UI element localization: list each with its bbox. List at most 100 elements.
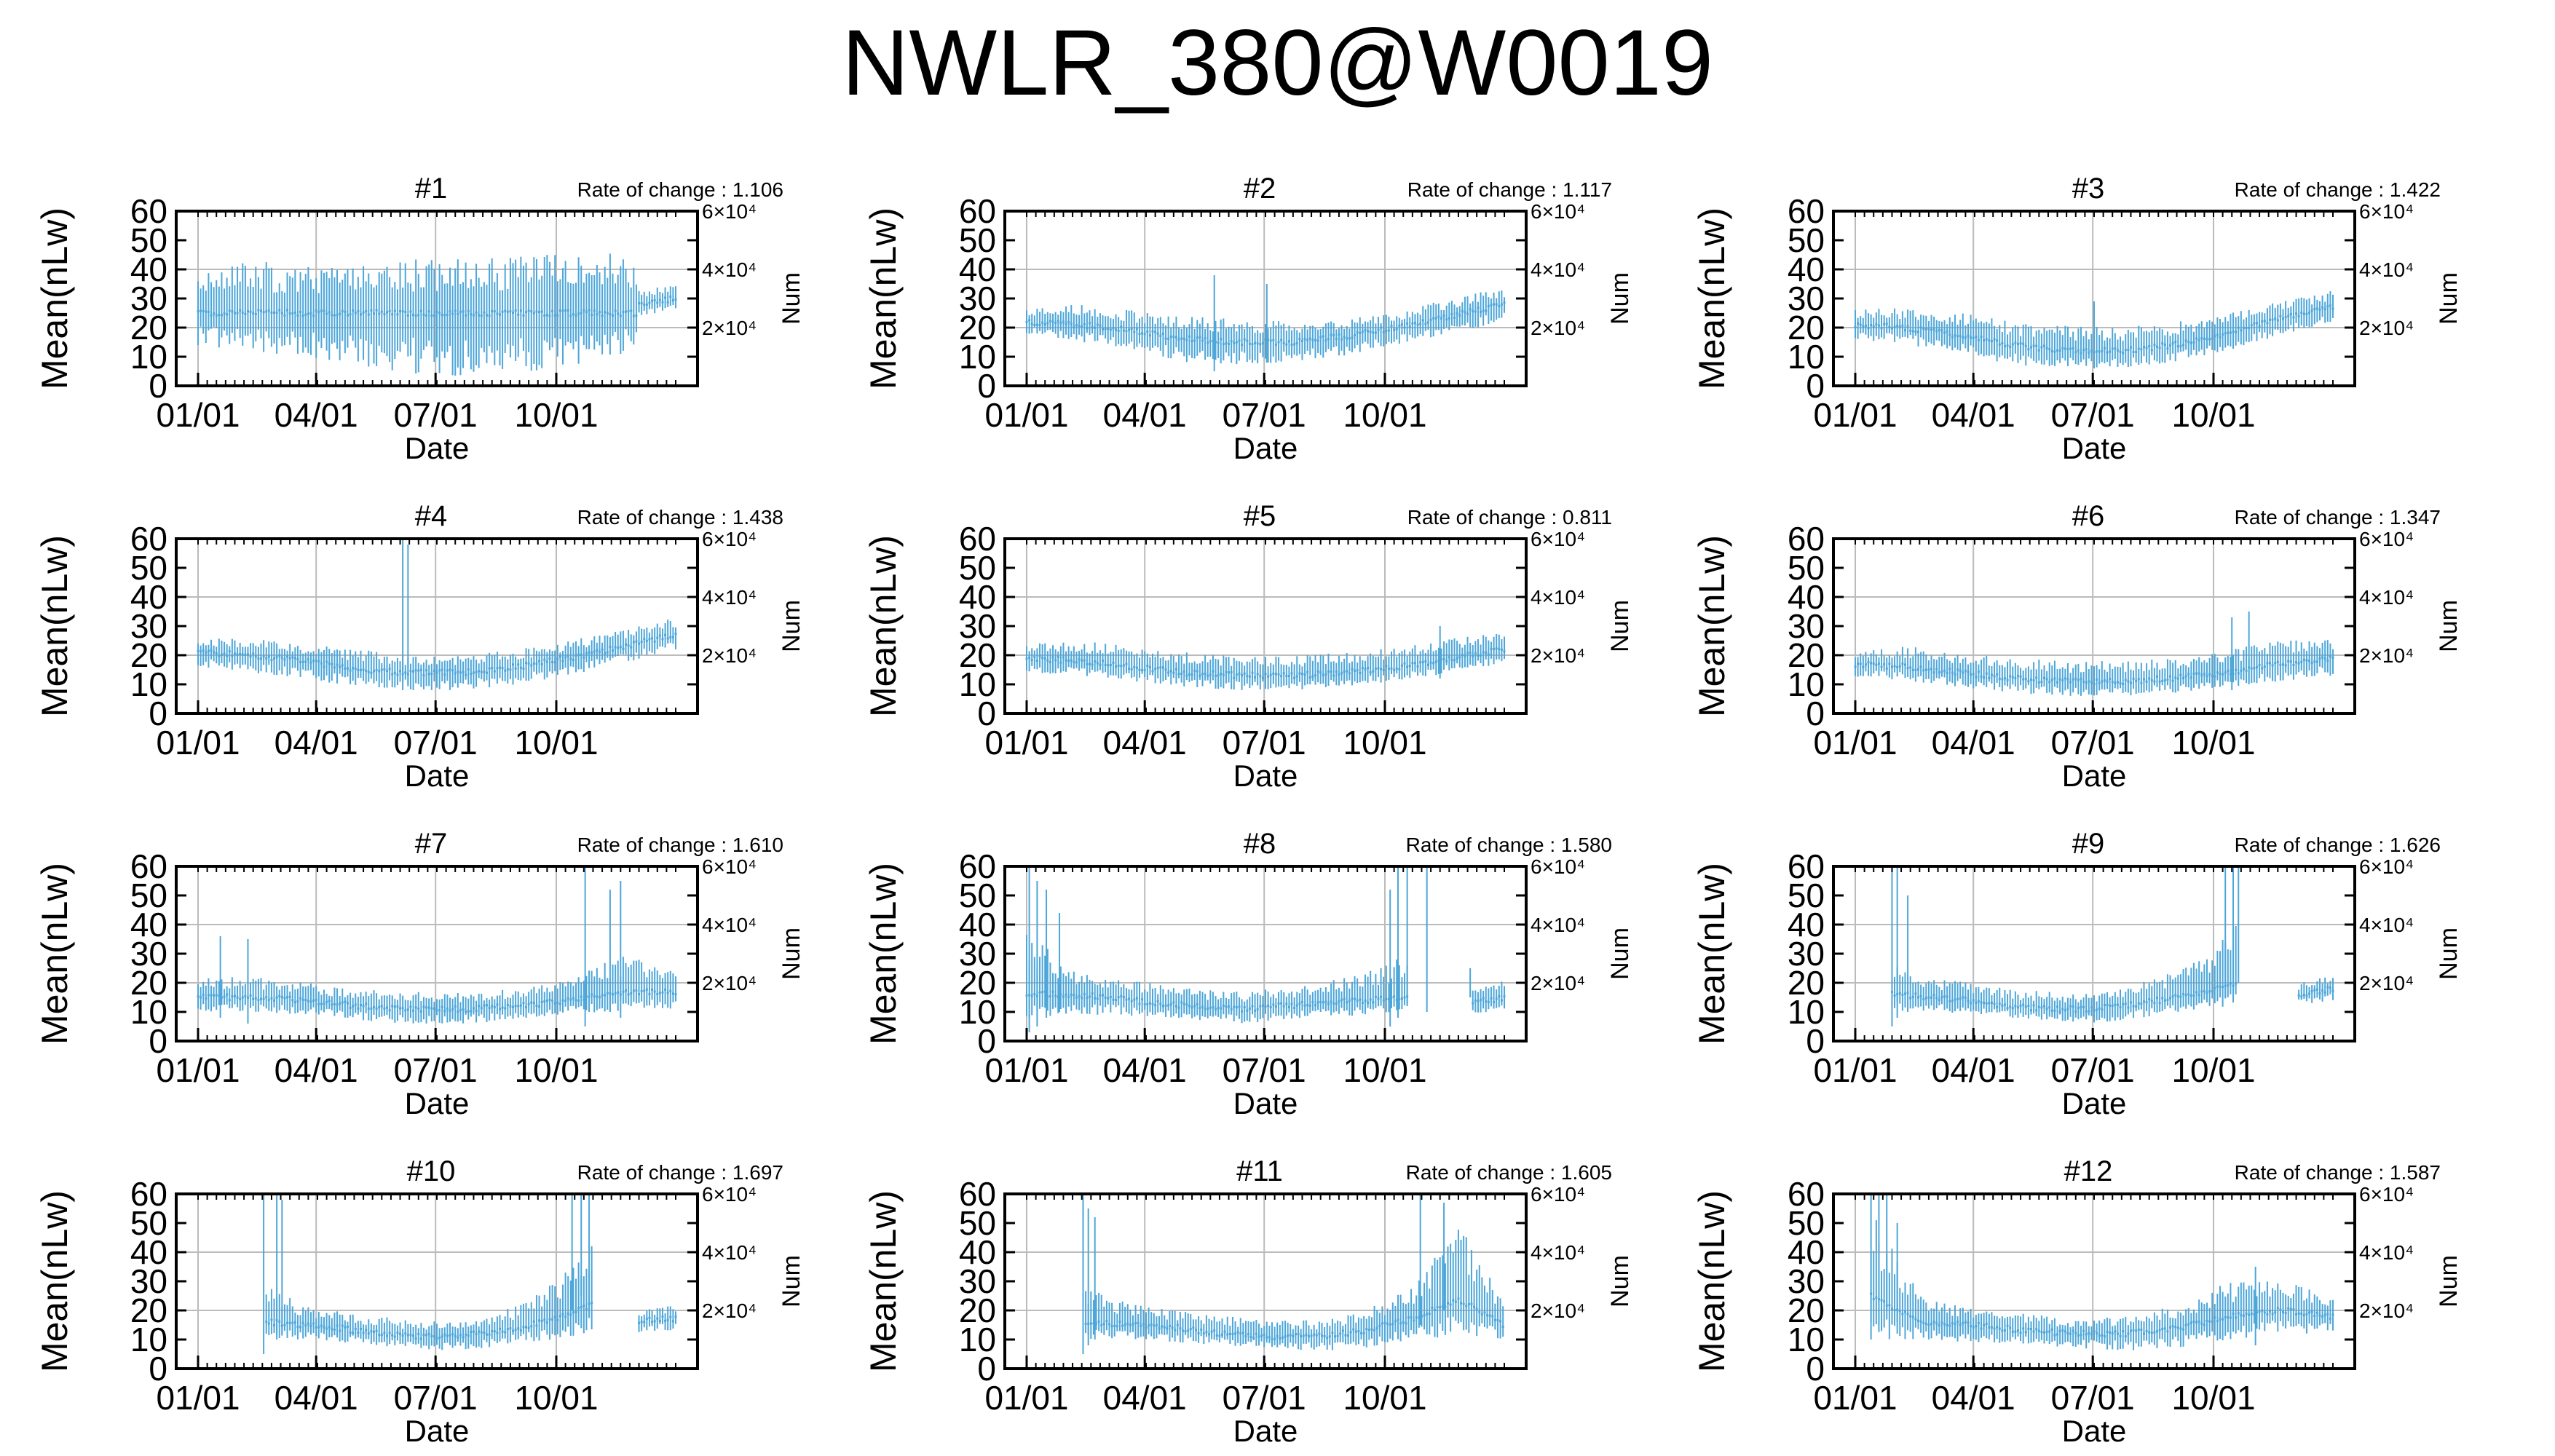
data-point — [412, 1334, 415, 1337]
y2-axis-label: Num — [778, 272, 805, 325]
x-tick-label: 10/01 — [1343, 724, 1426, 761]
data-point — [1161, 1005, 1164, 1008]
data-point — [1367, 666, 1370, 669]
data-point — [1901, 324, 1904, 327]
data-point — [2232, 331, 2235, 333]
data-point — [1935, 668, 1938, 670]
data-point — [1028, 656, 1031, 659]
x-tick-label: 10/01 — [1343, 1051, 1426, 1089]
data-point — [2103, 1004, 2106, 1007]
data-point — [2302, 312, 2305, 315]
data-point — [1314, 674, 1316, 677]
data-point — [1316, 1001, 1319, 1004]
data-point — [2219, 986, 2222, 989]
data-point — [1930, 996, 1933, 999]
data-point — [2208, 673, 2211, 676]
y2-tick-label: 4×10⁴ — [702, 586, 757, 609]
data-point — [1078, 325, 1081, 328]
data-point — [2161, 679, 2164, 682]
panel-title: #6 — [2072, 500, 2105, 532]
data-point — [651, 637, 654, 640]
y-tick-label: 30 — [130, 935, 167, 973]
data-point — [2061, 347, 2064, 349]
data-point — [246, 310, 249, 313]
data-point — [514, 667, 517, 670]
data-point — [493, 670, 496, 673]
data-point — [1267, 338, 1270, 341]
data-point — [1940, 329, 1943, 332]
data-point — [433, 669, 435, 672]
y-tick-label: 60 — [1788, 192, 1825, 230]
y-tick-label: 0 — [977, 695, 996, 732]
data-point — [558, 655, 561, 658]
data-point — [304, 1324, 307, 1327]
data-point — [393, 309, 396, 312]
data-point — [312, 660, 315, 662]
data-point — [1308, 676, 1311, 679]
data-point — [2114, 347, 2117, 350]
data-point — [378, 312, 381, 315]
data-point — [1322, 673, 1324, 676]
data-point — [1450, 658, 1453, 661]
data-point — [1948, 668, 1951, 670]
data-point — [1361, 330, 1364, 333]
data-point — [1311, 675, 1314, 678]
data-point — [2022, 678, 2025, 681]
data-point — [2258, 664, 2261, 667]
data-point — [606, 992, 609, 994]
data-point — [606, 312, 609, 314]
data-point — [2053, 677, 2056, 680]
data-point — [512, 311, 515, 314]
data-point — [1287, 1005, 1290, 1008]
data-point — [286, 996, 289, 999]
data-point — [359, 313, 362, 316]
data-point — [231, 995, 234, 998]
data-point — [538, 1319, 541, 1322]
data-point — [2077, 678, 2080, 681]
data-point — [328, 662, 331, 665]
data-point — [236, 653, 239, 656]
data-point — [430, 672, 433, 675]
data-point — [1464, 311, 1466, 314]
data-point — [2189, 994, 2192, 997]
data-point — [205, 310, 208, 313]
data-point — [2116, 349, 2119, 352]
panel-1: 01/01 04/01 07/01 10/0101020304050602×10⁴4×… — [34, 173, 805, 465]
data-point — [1888, 325, 1891, 328]
data-point — [2187, 341, 2190, 344]
data-point — [472, 1007, 475, 1010]
data-point — [1164, 337, 1167, 340]
data-point — [504, 1007, 507, 1010]
data-point — [286, 655, 289, 658]
data-point — [254, 312, 257, 315]
data-point — [2016, 1006, 2019, 1009]
data-point — [2127, 349, 2130, 352]
data-point — [470, 672, 473, 675]
data-point — [1251, 1005, 1254, 1008]
data-point — [386, 311, 389, 314]
data-point — [1128, 328, 1131, 331]
data-point — [1057, 996, 1059, 999]
data-point — [1962, 671, 1964, 674]
data-point — [252, 997, 255, 1000]
y-axis-label: Mean(nLw) — [34, 207, 75, 389]
data-point — [443, 314, 446, 317]
data-point — [2276, 660, 2279, 663]
data-point — [2119, 1006, 2122, 1009]
data-point — [483, 1004, 486, 1007]
data-point — [1222, 1004, 1225, 1007]
data-point — [346, 314, 349, 317]
data-point — [207, 650, 210, 653]
data-point — [1348, 1000, 1351, 1002]
data-point — [551, 1318, 554, 1321]
data-point — [1424, 660, 1427, 663]
data-point — [1156, 1000, 1159, 1002]
data-point — [2132, 350, 2135, 353]
data-point — [1099, 663, 1102, 666]
data-point — [2305, 312, 2308, 315]
data-point — [1033, 655, 1036, 658]
data-point — [339, 1329, 341, 1332]
data-point — [257, 657, 260, 660]
data-point — [2085, 1010, 2088, 1013]
data-point — [1919, 665, 1922, 668]
